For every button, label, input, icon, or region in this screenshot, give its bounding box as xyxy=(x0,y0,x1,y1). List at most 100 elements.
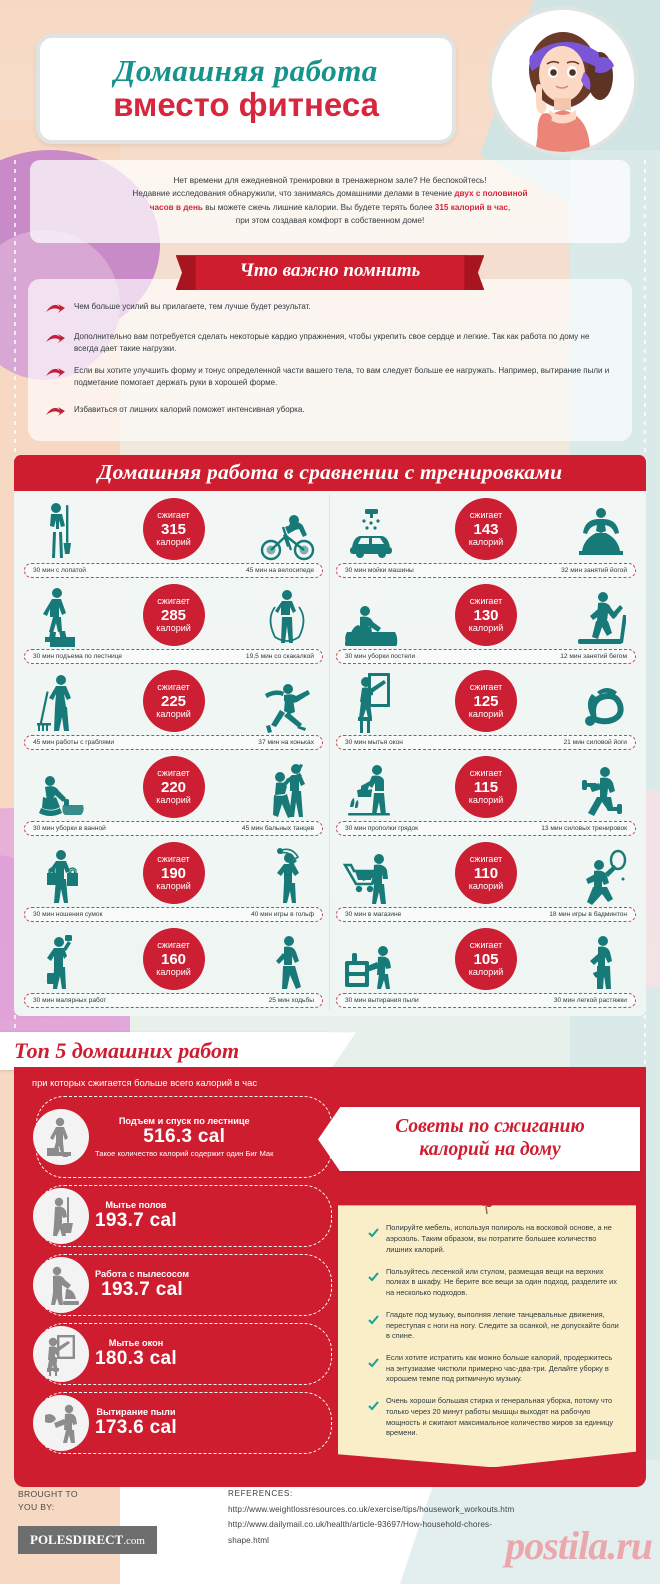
calories-badge: сжигает 130 калорий xyxy=(455,584,517,647)
top5-label: Мытье полов xyxy=(105,1200,167,1211)
chore-label: 30 мин мойки машины xyxy=(345,567,414,575)
calories-badge: сжигает 115 калорий xyxy=(455,756,517,819)
burn-suffix: калорий xyxy=(156,795,191,806)
calories-badge: сжигает 160 калорий xyxy=(142,928,205,991)
chore-label: 30 мин мытья окон xyxy=(345,739,403,747)
polesdirect-logo[interactable]: POLESDIRECT.com xyxy=(18,1526,157,1554)
reference-link-1[interactable]: http://www.weightlossresources.co.uk/exe… xyxy=(228,1504,515,1514)
comparison-row: сжигает 225 калорий 45 мин работы с граб… xyxy=(24,669,323,752)
burn-prefix: сжигает xyxy=(469,596,503,607)
remember-item-text: Чем больше усилий вы прилагаете, тем луч… xyxy=(74,302,311,312)
dusting-badge-icon xyxy=(33,1395,89,1452)
brought-line2: YOU BY: xyxy=(18,1501,55,1512)
reference-link-2-cont: shape.html xyxy=(228,1535,270,1545)
comparison-labels: 30 мин подъема по лестнице 19,5 мин со с… xyxy=(24,649,323,665)
advice-title-line2: калорий на дому xyxy=(419,1138,561,1160)
calories-badge: сжигает 143 калорий xyxy=(455,498,517,561)
top5-value: 193.7 cal xyxy=(101,1279,184,1301)
chore-label: 30 мин в магазине xyxy=(345,911,402,919)
calories-value: 285 xyxy=(160,606,187,624)
logo-com: .com xyxy=(123,1535,145,1547)
page-title-line2: вместо фитнеса xyxy=(113,86,379,124)
calories-value: 160 xyxy=(160,950,187,968)
burn-prefix: сжигает xyxy=(469,854,503,865)
top5-subtitle: при которых сжигается больше всего калор… xyxy=(32,1077,258,1089)
bed-making-icon xyxy=(342,585,400,647)
comparison-labels: 30 мин с лопатой 45 мин на велосипеде xyxy=(24,563,323,579)
vacuum-badge-icon xyxy=(33,1257,89,1314)
calories-value: 190 xyxy=(160,864,187,882)
top5-value: 193.7 cal xyxy=(95,1210,177,1232)
advice-item: Пользуйтесь лесенкой или стулом, размеща… xyxy=(368,1267,620,1299)
comparison-row: сжигает 115 калорий 30 мин прополки гряд… xyxy=(336,755,636,838)
advice-item: Если хотите истратить как можно больше к… xyxy=(368,1353,620,1385)
walking-icon xyxy=(259,929,317,991)
mopping-badge-icon xyxy=(33,1188,89,1245)
check-icon xyxy=(368,1269,379,1287)
calories-value: 220 xyxy=(160,778,187,796)
workout-label: 13 мин силовых тренировок xyxy=(541,825,627,833)
top5-row: Мытье полов 193.7 cal xyxy=(33,1185,332,1248)
comparison-labels: 30 мин мойки машины 32 мин занятий йогой xyxy=(336,563,636,579)
comparison-row: сжигает 220 калорий 30 мин уборки в ванн… xyxy=(24,755,323,838)
remember-banner-label: Что важно помнить xyxy=(193,255,467,291)
arrow-icon xyxy=(46,332,65,350)
advice-item: Полируйте мебель, используя полироль на … xyxy=(368,1223,620,1255)
calories-value: 315 xyxy=(160,520,187,538)
yoga-icon xyxy=(572,499,630,561)
workout-label: 40 мин игры в гольф xyxy=(250,911,314,919)
calories-value: 125 xyxy=(473,692,499,710)
window-cleaning-icon xyxy=(342,671,400,734)
calories-badge: сжигает 315 калорий xyxy=(142,498,205,561)
calories-badge: сжигает 285 калорий xyxy=(142,584,205,647)
calories-badge: сжигает 220 калорий xyxy=(142,756,205,819)
burn-suffix: калорий xyxy=(156,967,191,978)
chore-label: 30 мин с лопатой xyxy=(33,567,86,575)
comparison-labels: 30 мин прополки грядок 13 мин силовых тр… xyxy=(336,821,636,837)
arrow-icon xyxy=(46,366,65,384)
top5-value: 180.3 cal xyxy=(95,1348,177,1370)
stretching-icon xyxy=(572,929,630,991)
bathroom-cleaning-icon xyxy=(30,757,88,819)
calories-value: 225 xyxy=(160,692,187,710)
check-icon xyxy=(368,1225,379,1243)
brought-line1: BROUGHT TO xyxy=(18,1489,78,1499)
workout-label: 37 мин на коньках xyxy=(258,739,314,747)
calories-badge: сжигает 190 калорий xyxy=(142,842,205,905)
calories-value: 130 xyxy=(473,606,499,624)
workout-label: 45 мин на велосипеде xyxy=(245,567,314,575)
top5-title: Топ 5 домашних работ xyxy=(14,1038,240,1064)
workout-label: 45 мин бальных танцев xyxy=(241,825,314,833)
remember-box: Чем больше усилий вы прилагаете, тем луч… xyxy=(28,279,632,442)
shovel-icon xyxy=(30,499,88,561)
treadmill-icon xyxy=(572,585,630,647)
cycling-icon xyxy=(259,499,317,561)
remember-item-text: Если вы хотите улучшить форму и тонус оп… xyxy=(74,366,610,387)
badminton-icon xyxy=(572,843,630,906)
chore-label: 30 мин прополки грядок xyxy=(345,825,419,833)
page-header: Домашняя работа вместо фитнеса xyxy=(0,0,660,160)
calories-badge: сжигает 110 калорий xyxy=(455,842,517,905)
carrying-bags-icon xyxy=(30,843,88,905)
calories-value: 110 xyxy=(473,864,499,882)
burn-prefix: сжигает xyxy=(469,510,503,521)
workout-label: 12 мин занятий бегом xyxy=(560,653,627,661)
brought-to-you-by: BROUGHT TO YOU BY: xyxy=(18,1488,78,1514)
top5-value: 516.3 cal xyxy=(143,1125,226,1147)
logo-rest: DIRECT xyxy=(72,1532,124,1547)
top5-label: Работа с пылесосом xyxy=(95,1269,190,1280)
strength-training-icon xyxy=(572,757,630,819)
golf-icon xyxy=(259,843,317,905)
comparison-row: сжигает 143 калорий 30 мин мойки машины … xyxy=(336,497,636,580)
page-title-line1: Домашняя работа xyxy=(114,53,378,89)
comparison-column-right: сжигает 143 калорий 30 мин мойки машины … xyxy=(330,494,642,1010)
remember-item: Если вы хотите улучшить форму и тонус оп… xyxy=(46,365,610,388)
avatar xyxy=(488,6,638,156)
chore-label: 30 мин малярных работ xyxy=(33,997,107,1005)
comparison-section: Домашняя работа в сравнении с тренировка… xyxy=(14,455,646,1017)
burn-prefix: сжигает xyxy=(157,596,190,607)
burn-prefix: сжигает xyxy=(157,940,190,951)
reference-link-2[interactable]: http://www.dailymail.co.uk/health/articl… xyxy=(228,1520,493,1530)
remember-item-text: Дополнительно вам потребуется сделать не… xyxy=(74,332,590,353)
intro-line-3: часов в день вы можете сжечь лишние кало… xyxy=(149,202,511,212)
